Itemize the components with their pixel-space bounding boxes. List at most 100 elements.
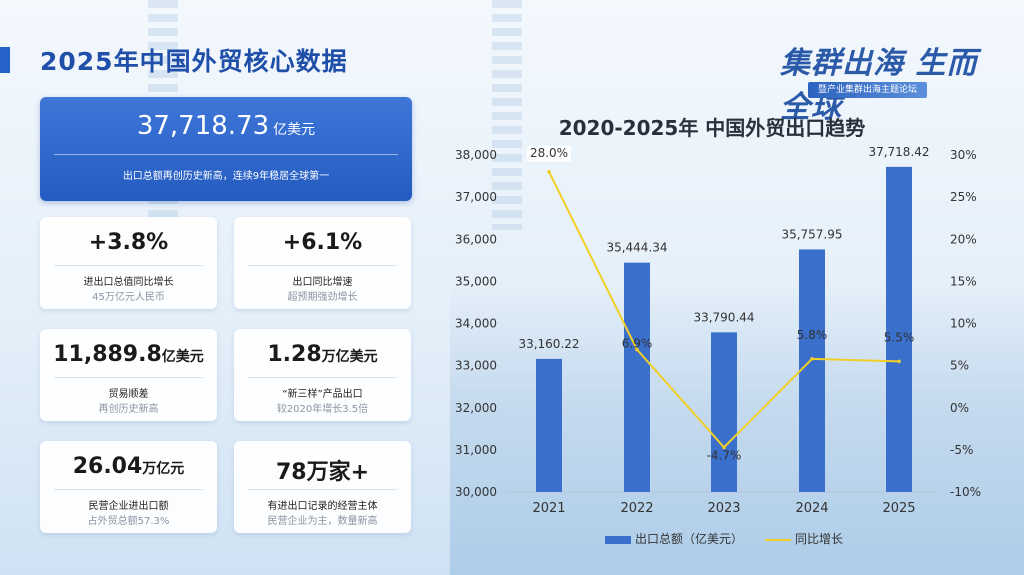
- background-digits: [492, 0, 522, 230]
- x-tick-label: 2022: [620, 501, 653, 516]
- stat-value-row: 1.28万亿美元: [234, 342, 411, 367]
- stat-card: +3.8% 进出口总值同比增长 45万亿元人民币: [40, 217, 217, 309]
- stat-divider: [248, 265, 397, 266]
- stat-label: 贸易顺差: [108, 389, 149, 400]
- stat-card: 11,889.8亿美元 贸易顺差 再创历史新高: [40, 329, 217, 421]
- stat-value-row: 78万家+: [234, 454, 411, 486]
- y-right-tick-label: 15%: [950, 274, 977, 288]
- legend-line-label: 同比增长: [795, 532, 844, 546]
- stat-label: 有进出口记录的经营主体: [267, 501, 378, 512]
- title-accent-bar: [0, 47, 10, 73]
- bar: [886, 166, 912, 492]
- stat-card: 78万家+ 有进出口记录的经营主体 民营企业为主，数量新高: [234, 441, 411, 533]
- growth-value-label: 5.5%: [884, 330, 915, 344]
- y-left-tick-label: 33,000: [455, 359, 497, 373]
- hero-value-row: 37,718.73 亿美元: [40, 111, 412, 141]
- stat-sublabel: 45万亿元人民币: [92, 292, 165, 303]
- growth-point: [722, 445, 726, 450]
- y-right-tick-label: 0%: [950, 401, 969, 415]
- y-left-tick-label: 34,000: [455, 317, 497, 331]
- growth-point: [635, 347, 639, 352]
- y-left-tick-label: 36,000: [455, 232, 497, 246]
- stat-unit: 万亿美元: [321, 349, 378, 365]
- y-left-tick-label: 37,000: [455, 190, 497, 204]
- chart-title: 2020-2025年 中国外贸出口趋势: [558, 116, 866, 140]
- y-right-tick-label: 10%: [950, 317, 977, 331]
- stat-value: 26.04: [72, 454, 143, 479]
- stat-value-row: 11,889.8亿美元: [40, 342, 217, 367]
- y-right-tick-label: 5%: [950, 359, 969, 373]
- stat-divider: [248, 377, 397, 378]
- bar-value-label: 35,444.34: [606, 241, 667, 255]
- hero-divider: [54, 154, 398, 155]
- legend-line-swatch: [765, 538, 792, 541]
- hero-unit: 亿美元: [273, 122, 316, 138]
- stat-card: 1.28万亿美元 “新三样”产品出口 较2020年增长3.5倍: [234, 329, 411, 421]
- y-left-tick-label: 32,000: [455, 401, 497, 415]
- y-left-tick-label: 31,000: [455, 443, 497, 457]
- bar-value-label: 33,790.44: [693, 310, 754, 324]
- stat-sublabel: 再创历史新高: [98, 404, 159, 415]
- bar: [536, 358, 562, 492]
- growth-value-label: 28.0%: [530, 146, 568, 160]
- stat-label: 民营企业进出口额: [88, 501, 169, 512]
- bar: [624, 262, 650, 492]
- forum-logo: 集群出海 生而全球 暨产业集群出海主题论坛: [768, 38, 988, 125]
- y-left-tick-label: 30,000: [455, 485, 497, 499]
- y-right-tick-label: 20%: [950, 232, 977, 246]
- growth-point: [897, 359, 901, 364]
- stat-unit: 万亿元: [142, 461, 185, 477]
- growth-value-label: -4.7%: [707, 448, 742, 462]
- y-left-tick-label: 35,000: [455, 274, 497, 288]
- hero-export-total-card: 37,718.73 亿美元 出口总额再创历史新高，连续9年稳居全球第一: [40, 97, 412, 201]
- stat-unit: 亿美元: [161, 349, 204, 365]
- y-right-tick-label: 30%: [950, 148, 977, 162]
- stat-sublabel: 较2020年增长3.5倍: [276, 404, 369, 415]
- y-right-tick-label: -10%: [950, 485, 981, 499]
- stat-label: 出口同比增速: [292, 277, 353, 288]
- hero-description: 出口总额再创历史新高，连续9年稳居全球第一: [122, 171, 330, 182]
- stat-divider: [54, 265, 203, 266]
- stat-divider: [248, 489, 397, 490]
- stat-sublabel: 超预期强劲增长: [287, 292, 358, 303]
- bar: [711, 332, 737, 492]
- stat-value-row: +3.8%: [40, 230, 217, 255]
- page-title: 2025年中国外贸核心数据: [40, 47, 348, 76]
- x-tick-label: 2025: [882, 501, 915, 516]
- growth-value-label: 5.8%: [797, 328, 828, 342]
- x-tick-label: 2024: [795, 501, 828, 516]
- hero-value: 37,718.73: [136, 111, 270, 141]
- bar-value-label: 37,718.42: [868, 145, 929, 159]
- growth-label-bg: [527, 145, 571, 162]
- stat-value: 1.28: [267, 342, 322, 367]
- bar-value-label: 33,160.22: [518, 337, 579, 351]
- stat-label: 进出口总值同比增长: [83, 277, 174, 288]
- stat-value: 11,889.8: [53, 342, 162, 367]
- bar: [799, 249, 825, 492]
- y-right-tick-label: -5%: [950, 443, 973, 457]
- stat-card: +6.1% 出口同比增速 超预期强劲增长: [234, 217, 411, 309]
- y-left-tick-label: 38,000: [455, 148, 497, 162]
- stat-value-row: 26.04万亿元: [40, 454, 217, 479]
- stat-value: +3.8%: [88, 230, 169, 255]
- growth-value-label: 6.9%: [622, 337, 653, 351]
- y-right-tick-label: 25%: [950, 190, 977, 204]
- growth-point: [810, 357, 814, 361]
- legend-bar-swatch: [605, 535, 631, 544]
- bar-value-label: 35,757.95: [781, 227, 842, 241]
- stat-sublabel: 民营企业为主，数量新高: [267, 516, 378, 527]
- stat-divider: [54, 489, 203, 490]
- stat-divider: [54, 377, 203, 378]
- stat-value: 78万家+: [275, 460, 370, 485]
- legend-bar-label: 出口总额（亿美元）: [635, 532, 744, 546]
- growth-point: [547, 170, 551, 174]
- stat-sublabel: 占外贸总额57.3%: [87, 516, 170, 527]
- stat-card: 26.04万亿元 民营企业进出口额 占外贸总额57.3%: [40, 441, 217, 533]
- chart-legend: 出口总额（亿美元） 同比增长: [605, 530, 843, 547]
- stat-label: “新三样”产品出口: [282, 389, 363, 400]
- x-tick-label: 2021: [532, 501, 565, 516]
- logo-sub-text: 暨产业集群出海主题论坛: [808, 82, 928, 98]
- stat-value: +6.1%: [282, 230, 363, 255]
- stat-value-row: +6.1%: [234, 230, 411, 255]
